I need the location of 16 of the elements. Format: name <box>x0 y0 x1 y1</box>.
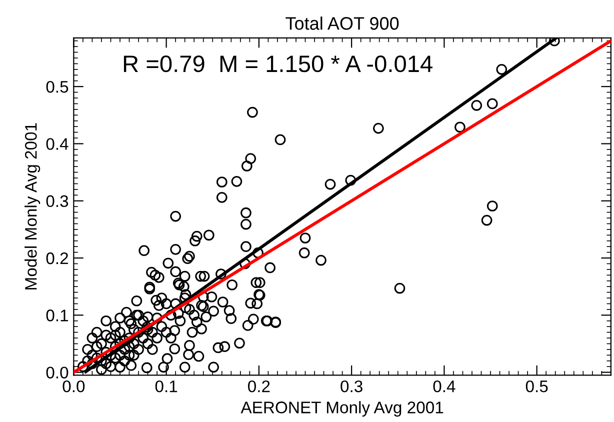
x-tick-label: 0.0 <box>62 380 85 392</box>
y-tick-label: 0.5 <box>46 80 68 93</box>
x-tick-label: 0.4 <box>433 380 456 392</box>
x-tick-label: 0.2 <box>248 380 270 392</box>
x-tick-label: 0.1 <box>155 380 178 392</box>
y-tick-label: 0.4 <box>46 138 68 150</box>
y-tick-label: 0.3 <box>46 195 68 208</box>
x-tick-label: 0.3 <box>340 380 362 392</box>
annotation: R =0.79 M = 1.150 * A -0.014 <box>124 55 432 72</box>
y-tick-label: 0.0 <box>46 366 68 379</box>
y-tick-label: 0.2 <box>46 252 68 264</box>
y-tick-label: 0.1 <box>46 310 68 322</box>
x-axis-title: AERONET Monly Avg 2001 <box>240 401 444 417</box>
chart-title: Total AOT 900 <box>286 16 399 30</box>
x-tick-label: 0.5 <box>526 380 548 392</box>
y-axis-title: Model Monly Avg 2001 <box>24 123 40 290</box>
